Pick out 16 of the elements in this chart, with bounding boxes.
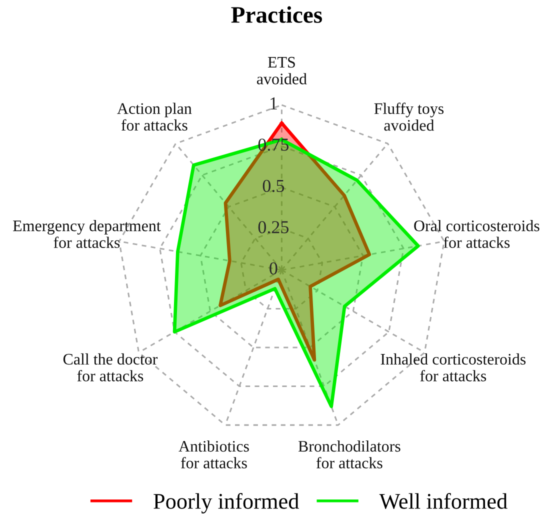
spoke-label: Oral corticosteroids for attacks <box>414 220 540 248</box>
y-tick-label: 0 <box>270 262 278 275</box>
spoke-label: Call the doctor for attacks <box>63 353 158 382</box>
legend-label: Well informed <box>379 493 508 509</box>
spoke-label: Bronchodilators for attacks <box>298 440 400 468</box>
spoke-label: Antibiotics for attacks <box>178 440 249 468</box>
spoke-label: Emergency department for attacks <box>13 220 161 248</box>
y-tick-label: 0.5 <box>262 180 284 192</box>
spoke-label: Action plan for attacks <box>117 102 192 131</box>
y-tick-label: 1 <box>270 97 277 110</box>
legend-label: Poorly informed <box>154 493 299 514</box>
y-tick-label: 0.25 <box>258 221 289 234</box>
spoke-label: Fluffy toys avoided <box>374 102 444 131</box>
spoke-label: Inhaled corticosteroids for attacks <box>380 353 526 382</box>
spoke-label: ETS avoided <box>256 56 307 84</box>
chart-title: Practices <box>231 6 322 23</box>
